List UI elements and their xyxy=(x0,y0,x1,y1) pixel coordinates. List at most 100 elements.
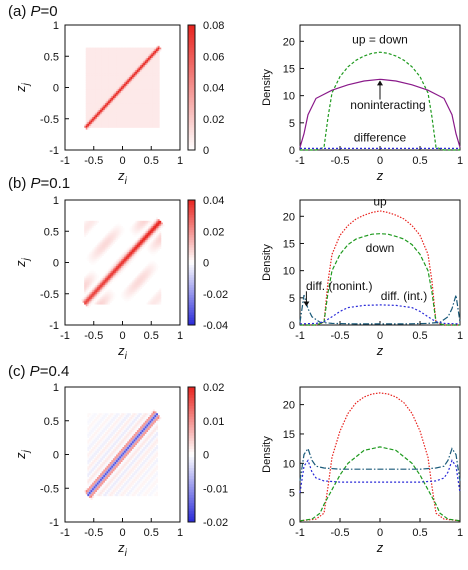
heatmap-cell xyxy=(112,456,115,459)
heatmap-cell xyxy=(114,435,117,439)
heatmap-cell xyxy=(98,430,101,433)
heatmap-cell xyxy=(87,227,90,230)
heatmap-cell xyxy=(104,250,107,253)
heatmap-cell xyxy=(149,302,152,305)
heatmap-cell xyxy=(114,448,117,452)
colorbar-cell xyxy=(188,287,195,291)
heatmap-cell xyxy=(109,80,112,83)
heatmap-cell xyxy=(98,432,101,435)
heatmap-cell xyxy=(133,285,136,288)
heatmap-cell xyxy=(120,226,123,229)
heatmap-cell xyxy=(88,115,91,118)
heatmap-cell xyxy=(130,415,133,418)
heatmap-cell xyxy=(96,257,99,260)
heatmap-cell xyxy=(108,417,111,420)
heatmap-cell xyxy=(133,492,136,495)
heatmap-cell xyxy=(125,118,128,121)
heatmap-cell xyxy=(88,283,91,286)
heatmap-cell xyxy=(141,99,144,102)
heatmap-cell xyxy=(90,300,93,303)
heatmap-cell xyxy=(143,73,146,76)
colorbar-tick-label: -0.02 xyxy=(203,289,228,301)
heatmap-cell xyxy=(138,486,141,489)
heatmap-cell xyxy=(125,59,128,62)
heatmap-cell xyxy=(159,298,162,302)
heatmap-cell xyxy=(116,454,119,457)
heatmap-cell xyxy=(98,469,101,472)
heatmap-cell xyxy=(87,71,90,75)
heatmap-cell xyxy=(108,108,111,111)
heatmap-cell xyxy=(152,71,155,75)
heatmap-cell xyxy=(125,458,128,461)
heatmap-cell xyxy=(108,97,111,101)
heatmap-cell xyxy=(88,424,91,427)
heatmap-cell xyxy=(120,125,123,128)
heatmap-cell xyxy=(114,106,117,109)
heatmap-cell xyxy=(124,454,127,457)
heatmap-cell xyxy=(156,236,159,239)
heatmap-cell xyxy=(93,450,96,454)
heatmap-cell xyxy=(133,78,136,81)
heatmap-cell xyxy=(116,274,119,277)
heatmap-cell xyxy=(95,252,98,255)
heatmap-cell xyxy=(114,104,117,107)
heatmap-cell xyxy=(159,293,162,296)
heatmap-cell xyxy=(140,248,143,251)
heatmap-cell xyxy=(104,428,107,431)
heatmap-cell xyxy=(111,84,114,87)
heatmap-cell xyxy=(130,113,133,116)
heatmap-cell xyxy=(90,293,93,296)
heatmap-cell xyxy=(90,220,93,223)
heatmap-cell xyxy=(144,265,147,269)
heatmap-cell xyxy=(95,108,98,111)
heatmap-cell xyxy=(108,283,111,286)
heatmap-cell xyxy=(100,283,103,286)
heatmap-cell xyxy=(100,66,103,69)
heatmap-cell xyxy=(98,47,101,50)
heatmap-cell xyxy=(122,229,125,232)
heatmap-cell xyxy=(122,435,125,439)
heatmap-cell xyxy=(143,61,146,64)
heatmap-cell xyxy=(109,445,112,448)
heatmap-cell xyxy=(103,54,106,57)
heatmap-cell xyxy=(109,469,112,472)
heatmap-cell xyxy=(111,265,114,269)
heatmap-cell xyxy=(87,231,90,234)
heatmap-cell xyxy=(140,111,143,114)
heatmap-cell xyxy=(135,57,138,61)
heatmap-cell xyxy=(130,478,133,482)
heatmap-cell xyxy=(138,441,141,444)
heatmap-cell xyxy=(122,469,125,472)
heatmap-cell xyxy=(92,276,95,279)
heatmap-cell xyxy=(135,227,138,230)
heatmap-cell xyxy=(103,486,106,489)
heatmap-cell xyxy=(85,61,88,64)
heatmap-cell xyxy=(84,285,87,288)
heatmap-cell xyxy=(106,488,109,491)
heatmap-cell xyxy=(111,85,114,88)
heatmap-cell xyxy=(104,245,107,248)
heatmap-cell xyxy=(88,452,91,455)
heatmap-cell xyxy=(85,57,88,61)
heatmap-cell xyxy=(101,122,104,125)
heatmap-cell xyxy=(146,47,149,50)
heatmap-cell xyxy=(127,467,130,470)
heatmap-cell xyxy=(87,417,90,420)
heatmap-cell xyxy=(92,448,95,452)
heatmap-cell xyxy=(140,417,143,420)
heatmap-cell xyxy=(100,97,103,101)
heatmap-cell xyxy=(96,245,99,248)
heatmap-cell xyxy=(104,493,107,497)
heatmap-cell xyxy=(120,430,123,433)
heatmap-cell xyxy=(133,443,136,446)
heatmap-cell xyxy=(108,84,111,87)
heatmap-cell xyxy=(119,224,122,227)
heatmap-cell xyxy=(117,70,120,73)
heatmap-cell xyxy=(111,232,114,236)
heatmap-cell xyxy=(151,92,154,95)
heatmap-cell xyxy=(152,295,155,298)
heatmap-cell xyxy=(114,103,117,106)
heatmap-cell xyxy=(149,125,152,128)
heatmap-cell xyxy=(140,238,143,241)
annotation-difference: difference xyxy=(354,130,407,144)
